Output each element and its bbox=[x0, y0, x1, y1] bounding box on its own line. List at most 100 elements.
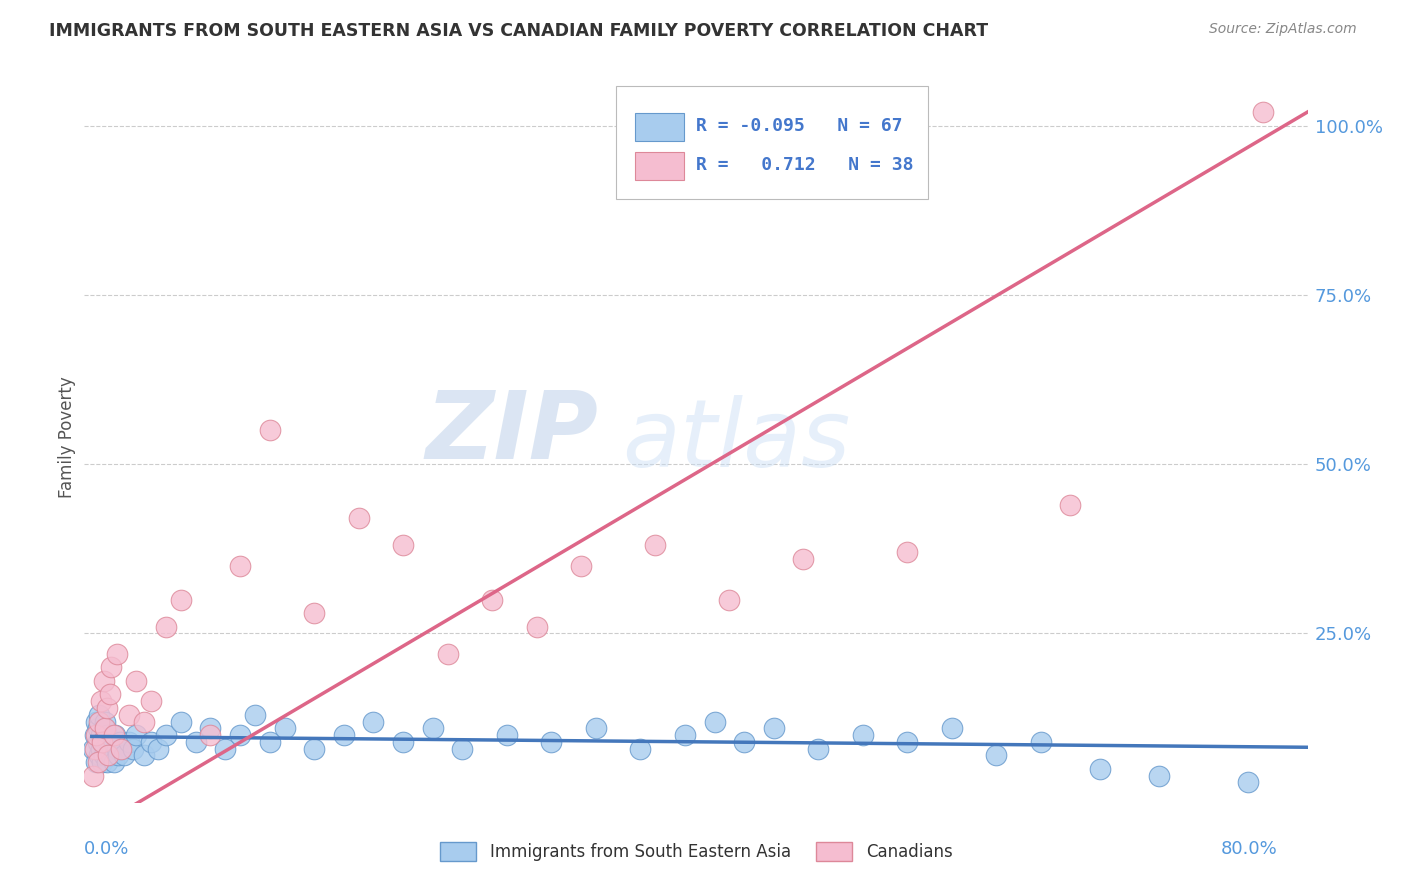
Point bbox=[585, 721, 607, 735]
Point bbox=[436, 647, 458, 661]
Point bbox=[1088, 762, 1111, 776]
Point bbox=[139, 694, 162, 708]
Point bbox=[302, 606, 325, 620]
Text: R =   0.712   N = 38: R = 0.712 N = 38 bbox=[696, 156, 914, 174]
Point bbox=[90, 694, 112, 708]
Point bbox=[229, 728, 252, 742]
Point bbox=[110, 741, 132, 756]
Point bbox=[200, 721, 222, 735]
Point bbox=[94, 714, 117, 729]
Point bbox=[118, 707, 141, 722]
Point bbox=[91, 735, 114, 749]
Point bbox=[91, 735, 114, 749]
Point bbox=[132, 748, 155, 763]
Point bbox=[100, 660, 122, 674]
Point bbox=[91, 755, 114, 769]
Point bbox=[148, 741, 170, 756]
Point bbox=[273, 721, 295, 735]
Point bbox=[100, 748, 122, 763]
Point bbox=[86, 735, 108, 749]
Point bbox=[986, 748, 1008, 763]
Point bbox=[896, 735, 918, 749]
Point bbox=[733, 735, 755, 749]
Point bbox=[1149, 769, 1171, 783]
Point bbox=[347, 511, 370, 525]
Point bbox=[302, 741, 325, 756]
Legend: Immigrants from South Eastern Asia, Canadians: Immigrants from South Eastern Asia, Cana… bbox=[433, 835, 959, 868]
Point bbox=[93, 673, 115, 688]
Point bbox=[392, 735, 415, 749]
Point bbox=[496, 728, 519, 742]
Point bbox=[392, 538, 415, 552]
Point bbox=[101, 735, 124, 749]
Point bbox=[139, 735, 162, 749]
Text: R = -0.095   N = 67: R = -0.095 N = 67 bbox=[696, 117, 903, 136]
Point bbox=[243, 707, 266, 722]
Point bbox=[673, 728, 696, 742]
Text: ZIP: ZIP bbox=[425, 387, 598, 479]
Point bbox=[82, 769, 104, 783]
Point bbox=[481, 592, 503, 607]
Point bbox=[89, 707, 111, 722]
Point bbox=[807, 741, 830, 756]
Point bbox=[628, 741, 651, 756]
Point bbox=[90, 728, 112, 742]
Point bbox=[132, 714, 155, 729]
Y-axis label: Family Poverty: Family Poverty bbox=[58, 376, 76, 498]
Point bbox=[200, 728, 222, 742]
Point bbox=[155, 728, 177, 742]
Point bbox=[86, 721, 108, 735]
Point bbox=[94, 741, 117, 756]
Point bbox=[363, 714, 385, 729]
Text: atlas: atlas bbox=[623, 395, 851, 486]
Point bbox=[110, 741, 132, 756]
Point bbox=[97, 748, 120, 763]
Point bbox=[259, 423, 281, 437]
Point bbox=[105, 741, 128, 756]
Point bbox=[526, 620, 548, 634]
Point bbox=[451, 741, 474, 756]
Text: 80.0%: 80.0% bbox=[1222, 840, 1278, 858]
FancyBboxPatch shape bbox=[636, 113, 683, 141]
Point bbox=[98, 741, 121, 756]
Point bbox=[214, 741, 236, 756]
Point bbox=[1029, 735, 1052, 749]
Point bbox=[83, 728, 105, 742]
Point bbox=[170, 592, 193, 607]
Point bbox=[540, 735, 562, 749]
Point bbox=[107, 748, 129, 763]
Point bbox=[90, 741, 112, 756]
Point bbox=[718, 592, 741, 607]
Point bbox=[852, 728, 875, 742]
Point bbox=[184, 735, 207, 749]
Text: 0.0%: 0.0% bbox=[84, 840, 129, 858]
Point bbox=[229, 558, 252, 573]
Point bbox=[112, 748, 135, 763]
Text: IMMIGRANTS FROM SOUTH EASTERN ASIA VS CANADIAN FAMILY POVERTY CORRELATION CHART: IMMIGRANTS FROM SOUTH EASTERN ASIA VS CA… bbox=[49, 22, 988, 40]
Point bbox=[93, 748, 115, 763]
Point bbox=[333, 728, 356, 742]
Point bbox=[96, 728, 118, 742]
Point bbox=[84, 714, 107, 729]
Point bbox=[122, 741, 145, 756]
Point bbox=[259, 735, 281, 749]
Point bbox=[792, 552, 814, 566]
Point bbox=[82, 741, 104, 756]
Point bbox=[103, 755, 125, 769]
Point bbox=[703, 714, 725, 729]
Point bbox=[93, 721, 115, 735]
Point bbox=[89, 714, 111, 729]
Point bbox=[103, 728, 125, 742]
Point bbox=[84, 755, 107, 769]
Point bbox=[98, 688, 121, 702]
FancyBboxPatch shape bbox=[616, 86, 928, 200]
Point bbox=[125, 673, 148, 688]
Point bbox=[108, 735, 131, 749]
Point bbox=[170, 714, 193, 729]
Point bbox=[896, 545, 918, 559]
Point bbox=[118, 735, 141, 749]
Point bbox=[644, 538, 666, 552]
Point bbox=[1251, 105, 1274, 120]
Point bbox=[941, 721, 963, 735]
Point bbox=[125, 728, 148, 742]
